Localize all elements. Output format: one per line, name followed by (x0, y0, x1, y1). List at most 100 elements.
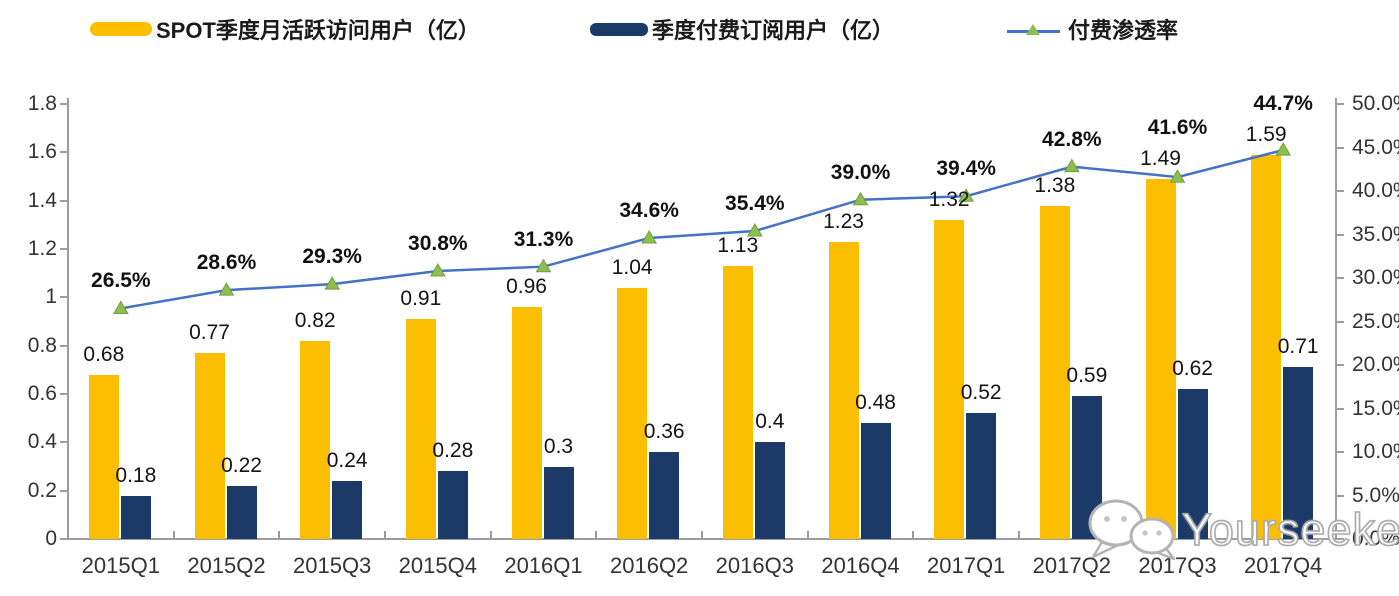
y-axis-left-tick (60, 489, 68, 492)
label-paid-2017Q2: 0.59 (1066, 364, 1108, 388)
label-paid-2015Q2: 0.22 (221, 453, 262, 477)
watermark-text: Yourseeker (1181, 503, 1399, 556)
label-penetration-2015Q4: 30.8% (408, 232, 468, 256)
x-axis-label-2016Q2: 2016Q2 (610, 553, 689, 578)
label-paid-2017Q3: 0.62 (1172, 357, 1213, 381)
bar-mau-2017Q4 (1251, 154, 1282, 539)
x-axis-label-2015Q2: 2015Q2 (187, 553, 266, 578)
y-axis-left-tick (60, 151, 68, 154)
bar-mau-2016Q1 (511, 307, 542, 539)
label-mau-2017Q1: 1.32 (928, 188, 970, 211)
y-axis-left-tick-label: 0.4 (27, 430, 57, 454)
y-axis-right-tick (1336, 538, 1344, 540)
penetration-line-path (120, 148, 1284, 310)
x-axis-tick (806, 531, 809, 539)
bar-mau-2016Q2 (617, 287, 648, 539)
y-axis-left-tick (60, 248, 68, 250)
bar-paid-2015Q1 (120, 495, 151, 539)
label-paid-2015Q3: 0.24 (326, 449, 368, 472)
label-paid-2017Q1: 0.52 (960, 381, 1002, 405)
y-axis-left-tick (60, 344, 68, 347)
bar-paid-2016Q3 (754, 442, 785, 539)
label-paid-2016Q1: 0.3 (543, 434, 574, 458)
y-axis-right-tick (1336, 146, 1344, 149)
y-axis-right-tick (1336, 233, 1344, 236)
bar-paid-2016Q1 (543, 466, 574, 539)
y-axis-left-tick-label: 0 (45, 527, 57, 550)
label-penetration-2017Q4: 44.7% (1253, 91, 1313, 115)
bar-mau-2017Q3 (1145, 178, 1176, 539)
penetration-marker-2015Q4 (429, 263, 446, 277)
chat-bubbles-icon (1088, 499, 1176, 561)
label-paid-2017Q4: 0.71 (1277, 335, 1319, 359)
x-axis-tick (595, 531, 598, 539)
mau-legend-swatch (90, 22, 152, 36)
y-axis-left-tick-label: 1.2 (27, 237, 57, 260)
y-axis-right-tick (1336, 451, 1344, 453)
y-axis-left-tick (60, 199, 68, 202)
y-axis-right-tick-label: 0.0% (1352, 527, 1399, 550)
bar-paid-2017Q4 (1283, 367, 1314, 539)
y-axis-left-tick-label: 0.2 (27, 478, 57, 502)
mau-legend-label: SPOT季度月活跃访问用户（亿） (156, 18, 480, 43)
x-axis-tick (912, 531, 915, 539)
penetration-marker-2017Q4 (1275, 142, 1292, 156)
label-penetration-2015Q1: 26.5% (91, 269, 151, 293)
x-axis-tick (384, 531, 386, 539)
y-axis-right-tick (1336, 320, 1344, 323)
penetration-marker-2016Q4 (852, 191, 869, 206)
y-axis-left-tick (60, 393, 68, 395)
label-penetration-2015Q3: 29.3% (302, 245, 362, 269)
label-paid-2016Q2: 0.36 (643, 420, 685, 443)
label-penetration-2017Q3: 41.6% (1147, 115, 1208, 139)
bar-mau-2016Q3 (722, 265, 753, 539)
y-axis-left-tick-label: 1.6 (27, 140, 57, 164)
y-axis-right-line (1335, 98, 1337, 540)
y-axis-right-tick-label: 30.0% (1352, 266, 1399, 289)
label-mau-2016Q1: 0.96 (506, 275, 547, 298)
y-axis-right-tick-label: 25.0% (1352, 309, 1399, 333)
label-mau-2017Q3: 1.49 (1140, 146, 1181, 170)
penetration-marker-2017Q2 (1063, 158, 1080, 173)
label-mau-2016Q3: 1.13 (717, 233, 759, 257)
label-mau-2015Q4: 0.91 (400, 287, 442, 311)
y-axis-right-tick-label: 20.0% (1352, 353, 1399, 376)
y-axis-right-tick-label: 10.0% (1352, 440, 1399, 463)
bar-mau-2015Q1 (88, 374, 119, 539)
y-axis-left-tick (60, 441, 68, 444)
label-paid-2016Q3: 0.4 (755, 410, 785, 434)
penetration-legend-marker-icon (1026, 24, 1040, 35)
x-axis-label-2015Q3: 2015Q3 (293, 553, 372, 578)
y-axis-right-tick-label: 45.0% (1352, 135, 1399, 159)
y-axis-right-tick-label: 40.0% (1352, 179, 1399, 202)
label-paid-2015Q1: 0.18 (115, 463, 157, 487)
x-axis-tick (1335, 531, 1337, 539)
y-axis-left-tick-label: 0.6 (27, 382, 57, 405)
y-axis-right-tick (1336, 277, 1344, 279)
bar-paid-2016Q4 (860, 423, 891, 539)
x-axis-line (67, 538, 1337, 540)
label-mau-2016Q4: 1.23 (823, 209, 864, 233)
x-axis-label-2015Q1: 2015Q1 (81, 553, 160, 578)
label-mau-2017Q2: 1.38 (1034, 173, 1076, 197)
label-penetration-2017Q2: 42.8% (1042, 127, 1102, 151)
bar-mau-2016Q4 (828, 241, 859, 539)
x-axis-label-2016Q1: 2016Q1 (504, 553, 583, 578)
bar-paid-2017Q1 (966, 413, 997, 539)
y-axis-left-tick (60, 296, 68, 299)
penetration-marker-2015Q1 (112, 300, 129, 314)
y-axis-right-tick-label: 50.0% (1352, 92, 1399, 115)
y-axis-left-tick (60, 538, 68, 540)
bar-mau-2017Q2 (1039, 205, 1070, 539)
x-axis-label-2015Q4: 2015Q4 (398, 553, 477, 578)
label-penetration-2016Q4: 39.0% (830, 160, 891, 184)
bar-mau-2017Q1 (934, 220, 965, 539)
y-axis-right-tick-label: 35.0% (1352, 222, 1399, 246)
bar-mau-2015Q2 (194, 352, 225, 539)
y-axis-right-tick-label: 15.0% (1352, 396, 1399, 420)
y-axis-left-tick (60, 103, 68, 105)
y-axis-left-tick-label: 0.8 (27, 333, 57, 357)
label-penetration-2015Q2: 28.6% (196, 251, 257, 275)
label-penetration-2016Q3: 35.4% (725, 192, 785, 216)
